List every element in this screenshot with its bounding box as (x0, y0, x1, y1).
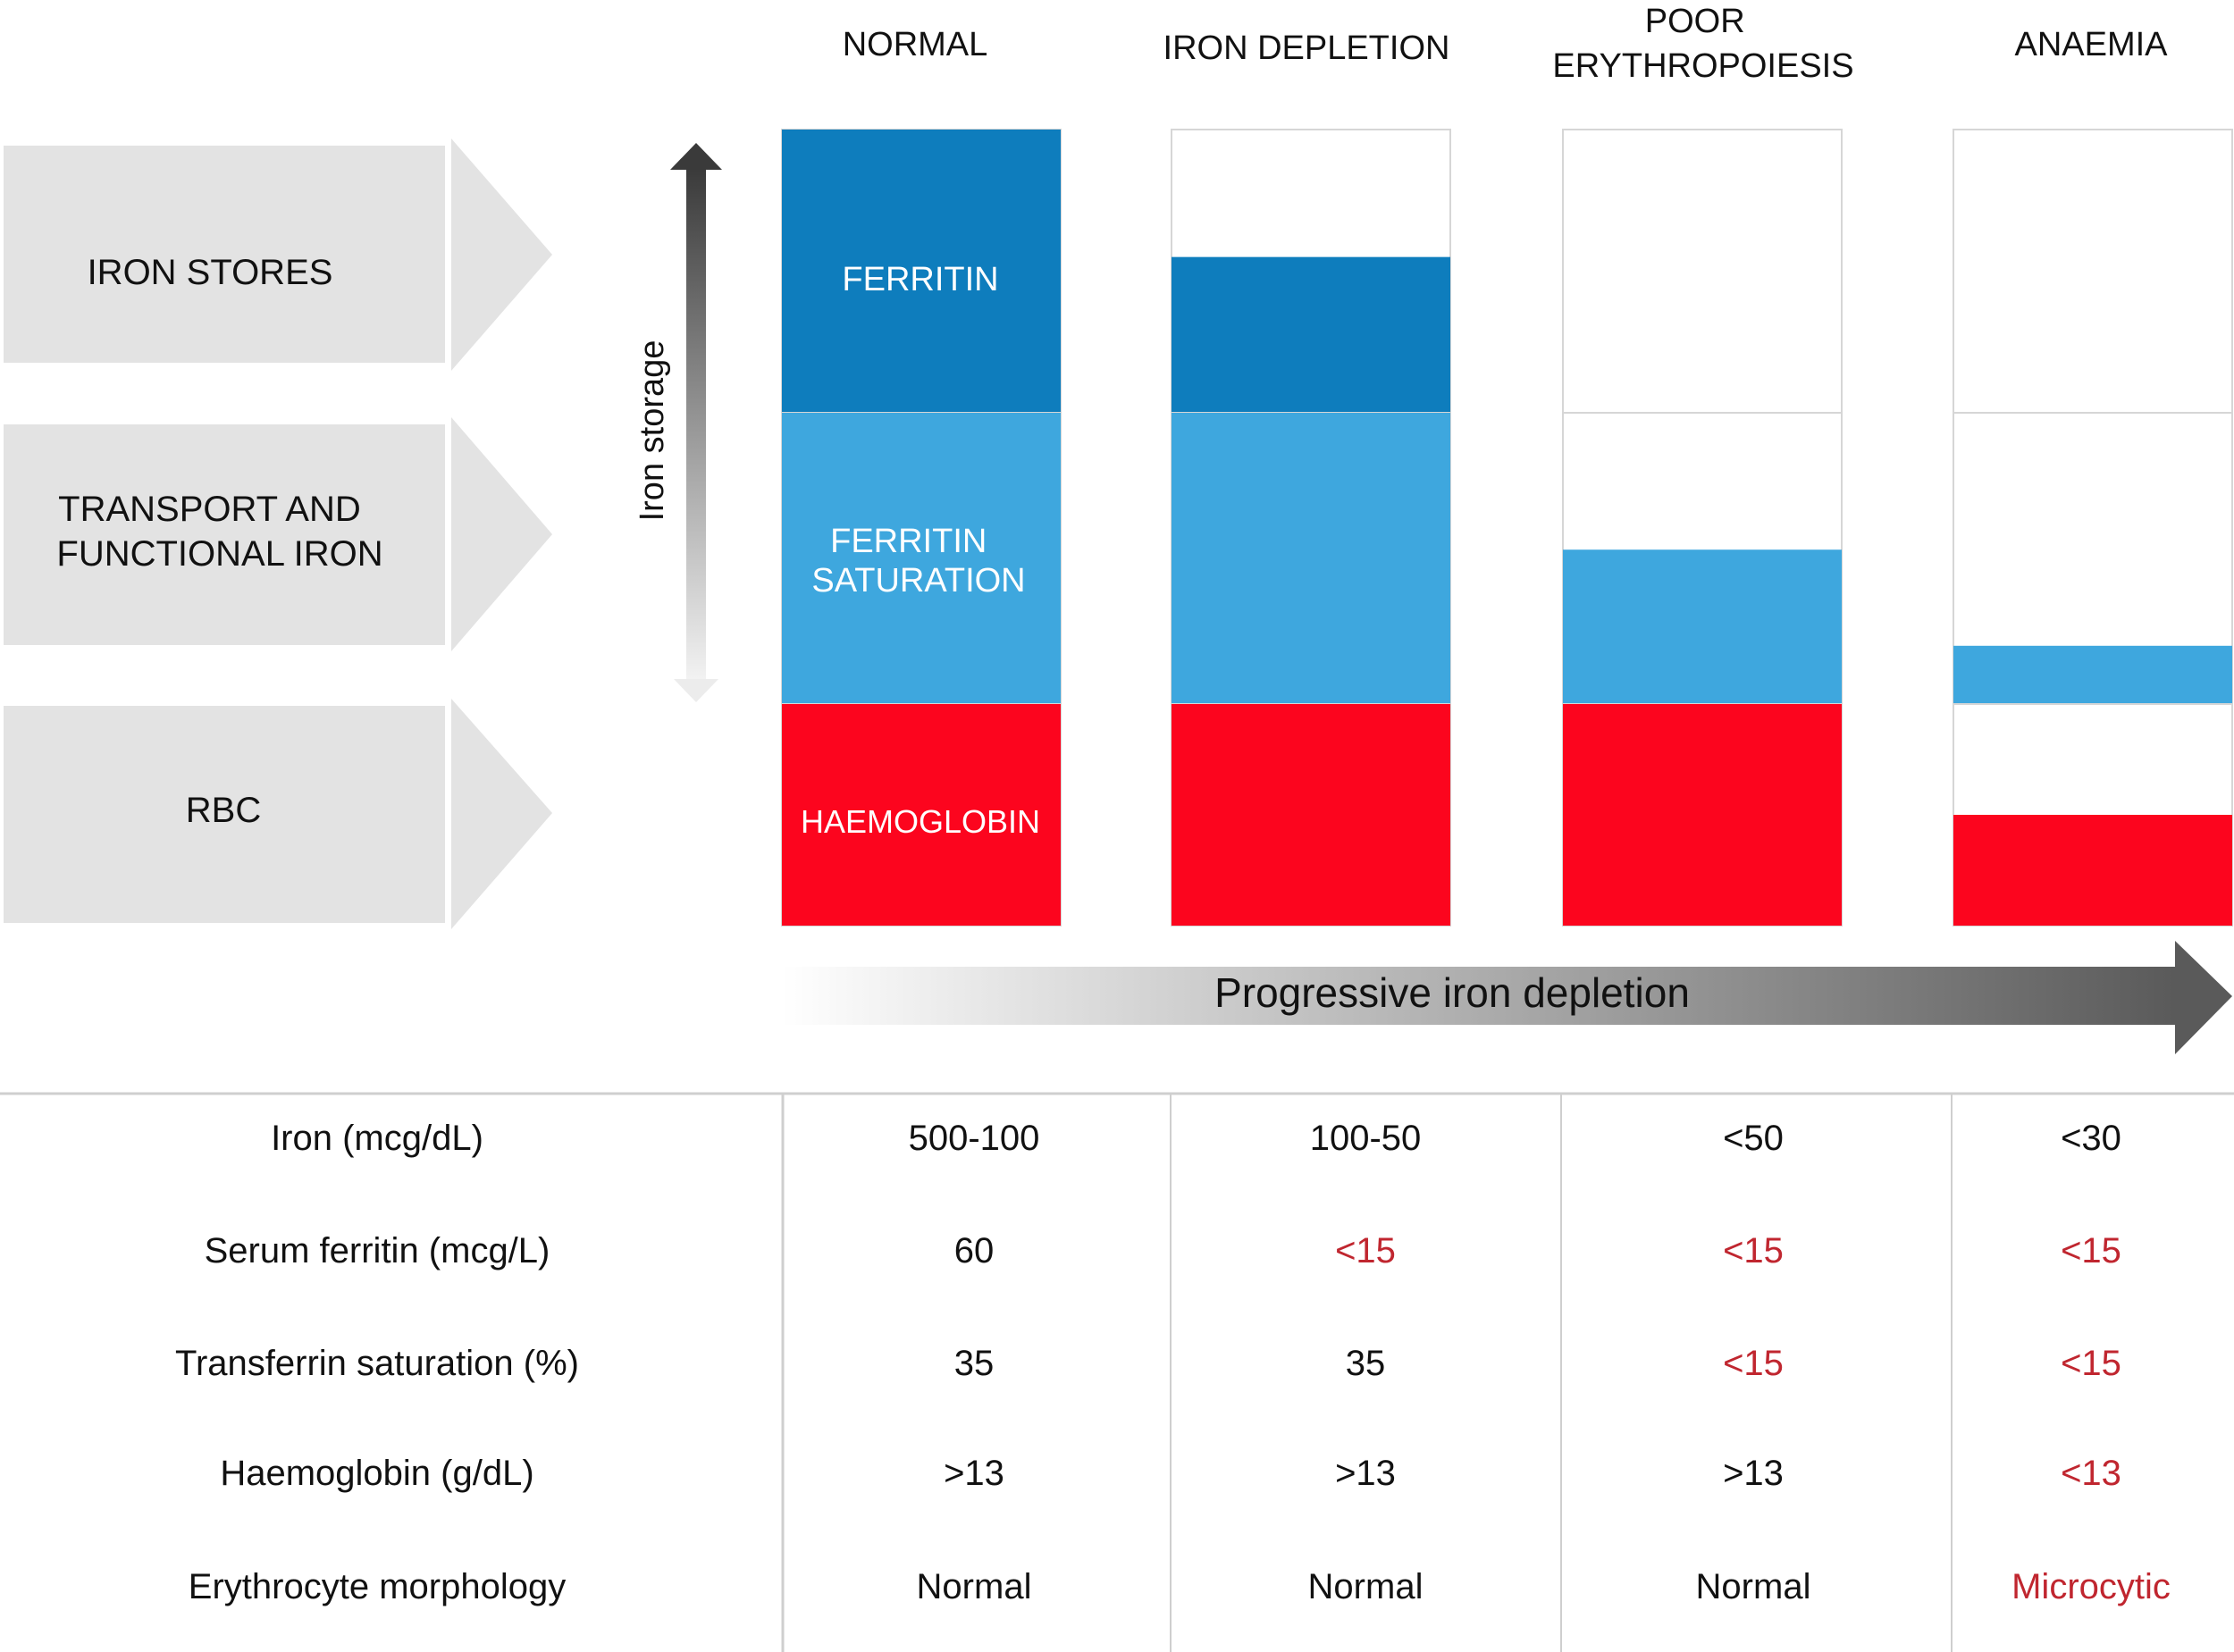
table-cell-anaemia: <15 (2061, 1231, 2121, 1270)
table-cell-normal: 35 (954, 1344, 995, 1383)
iron-storage-label: Iron storage (634, 340, 671, 522)
iron-stores-level-fill (782, 130, 1061, 413)
table-cell-normal: 60 (954, 1231, 995, 1270)
iron-stores-segment-outline (1953, 129, 2233, 414)
table-cell-iron-depletion: Normal (1308, 1567, 1424, 1606)
table-cell-poor-erythropoiesis: Normal (1696, 1567, 1811, 1606)
table-cell-normal: >13 (944, 1454, 1004, 1493)
table-cell-poor-erythropoiesis: <15 (1723, 1231, 1784, 1270)
bar-label-haemoglobin: HAEMOGLOBIN (801, 803, 1040, 840)
bar-label-ferritin: FERRITIN (842, 261, 998, 298)
table-cell-anaemia: <15 (2061, 1344, 2121, 1383)
table-row: Serum ferritin (mcg/L) 60 <15 <15 <15 (205, 1231, 2121, 1270)
stage-header-poor-erythropoiesis-line-1: POOR (1645, 3, 1745, 40)
compartment-rbc-label: RBC (186, 791, 261, 830)
table-row-label: Transferrin saturation (%) (175, 1344, 579, 1383)
table-rows: Iron (mcg/dL) 500-100 100-50 <50 <30 Serum fe… (175, 1119, 2171, 1606)
compartment-rbc: RBC (4, 699, 552, 929)
compartment-iron-stores: IRON STORES (4, 138, 552, 371)
table-cell-poor-erythropoiesis: >13 (1723, 1454, 1784, 1493)
table-row: Transferrin saturation (%) 35 35 <15 <15 (175, 1344, 2121, 1383)
bar-label-ferritin-saturation-line-1: FERRITIN (830, 523, 987, 560)
table-row: Haemoglobin (g/dL) >13 >13 >13 <13 (220, 1454, 2121, 1493)
bar-labels: FERRITIN FERRITIN SATURATION HAEMOGLOBIN (801, 261, 1040, 840)
bar-label-ferritin-saturation-line-2: SATURATION (811, 562, 1025, 600)
table-cell-iron-depletion: 35 (1346, 1344, 1386, 1383)
haemoglobin-level-fill (782, 704, 1061, 926)
compartment-transport-chevron (451, 417, 552, 651)
haemoglobin-level-fill (1563, 704, 1842, 926)
iron-stores-segment-outline (1562, 129, 1843, 414)
haemoglobin-level-fill (1172, 704, 1450, 926)
compartment-transport-box (4, 424, 445, 645)
progressive-depletion-arrow-shaft (782, 967, 2176, 1025)
transport-level-fill (1953, 645, 2232, 704)
transport-level-fill (782, 413, 1061, 704)
progressive-depletion-label: Progressive iron depletion (1214, 969, 1690, 1016)
compartment-iron-stores-box (4, 146, 445, 363)
compartment-rbc-chevron (451, 699, 552, 929)
table-row-label: Iron (mcg/dL) (271, 1119, 483, 1158)
table-cell-iron-depletion: 100-50 (1310, 1119, 1422, 1158)
iron-storage-arrow: Iron storage (634, 143, 722, 702)
iron-storage-arrow-head-down (674, 679, 718, 702)
iron-storage-arrow-shaft (686, 168, 706, 684)
stage-header-anaemia: ANAEMIA (2014, 26, 2168, 63)
compartment-iron-stores-label: IRON STORES (88, 253, 333, 292)
table-row: Erythrocyte morphology Normal Normal Normal… (189, 1567, 2171, 1606)
stage-header-normal: NORMAL (843, 26, 988, 63)
iron-stores-level-fill (1172, 256, 1450, 413)
compartment-transport-label: TRANSPORT AND FUNCTIONAL IRON (56, 490, 382, 574)
table-cell-anaemia: <30 (2061, 1119, 2121, 1158)
stage-header-poor-erythropoiesis: POOR ERYTHROPOIESIS (1552, 3, 1853, 85)
compartment-iron-stores-chevron (451, 138, 552, 371)
compartment-rbc-box (4, 706, 445, 923)
transport-level-fill (1563, 549, 1842, 704)
table-row-label: Serum ferritin (mcg/L) (205, 1231, 550, 1270)
table-row-label: Haemoglobin (g/dL) (220, 1454, 533, 1493)
table-cell-anaemia: Microcytic (2011, 1567, 2171, 1606)
iron-storage-arrow-head-up (670, 143, 722, 170)
compartment-transport-functional: TRANSPORT AND FUNCTIONAL IRON (4, 417, 552, 651)
compartment-arrows: IRON STORES TRANSPORT AND FUNCTIONAL IRO… (4, 138, 552, 929)
lab-values-table: Iron (mcg/dL) 500-100 100-50 <50 <30 Serum fe… (0, 1092, 2234, 1652)
compartment-transport-label-line-1: TRANSPORT AND (58, 490, 361, 529)
stage-column-anaemia (1953, 129, 2233, 927)
table-row: Iron (mcg/dL) 500-100 100-50 <50 <30 (271, 1119, 2121, 1158)
stage-columns (781, 129, 2233, 927)
stage-header-iron-depletion: IRON DEPLETION (1163, 29, 1450, 67)
haemoglobin-level-fill (1953, 815, 2232, 926)
progressive-depletion-arrow: Progressive iron depletion (782, 941, 2232, 1054)
table-cell-poor-erythropoiesis: <50 (1723, 1119, 1784, 1158)
stage-headers: NORMAL IRON DEPLETION POOR ERYTHROPOIESI… (843, 3, 2168, 85)
table-cell-normal: Normal (917, 1567, 1032, 1606)
stage-header-poor-erythropoiesis-line-2: ERYTHROPOIESIS (1552, 47, 1853, 85)
stage-column-poor-erythropoiesis (1562, 129, 1843, 927)
table-cell-iron-depletion: >13 (1335, 1454, 1396, 1493)
table-row-label: Erythrocyte morphology (189, 1567, 566, 1606)
progressive-depletion-arrow-head (2175, 941, 2232, 1054)
table-cell-iron-depletion: <15 (1335, 1231, 1396, 1270)
table-cell-normal: 500-100 (909, 1119, 1040, 1158)
transport-level-fill (1172, 413, 1450, 704)
table-cell-anaemia: <13 (2061, 1454, 2121, 1493)
compartment-transport-label-line-2: FUNCTIONAL IRON (56, 534, 382, 574)
bar-label-ferritin-saturation: FERRITIN SATURATION (811, 523, 1025, 600)
stage-column-iron-depletion (1171, 129, 1451, 927)
stage-column-normal (781, 129, 1062, 927)
table-cell-poor-erythropoiesis: <15 (1723, 1344, 1784, 1383)
